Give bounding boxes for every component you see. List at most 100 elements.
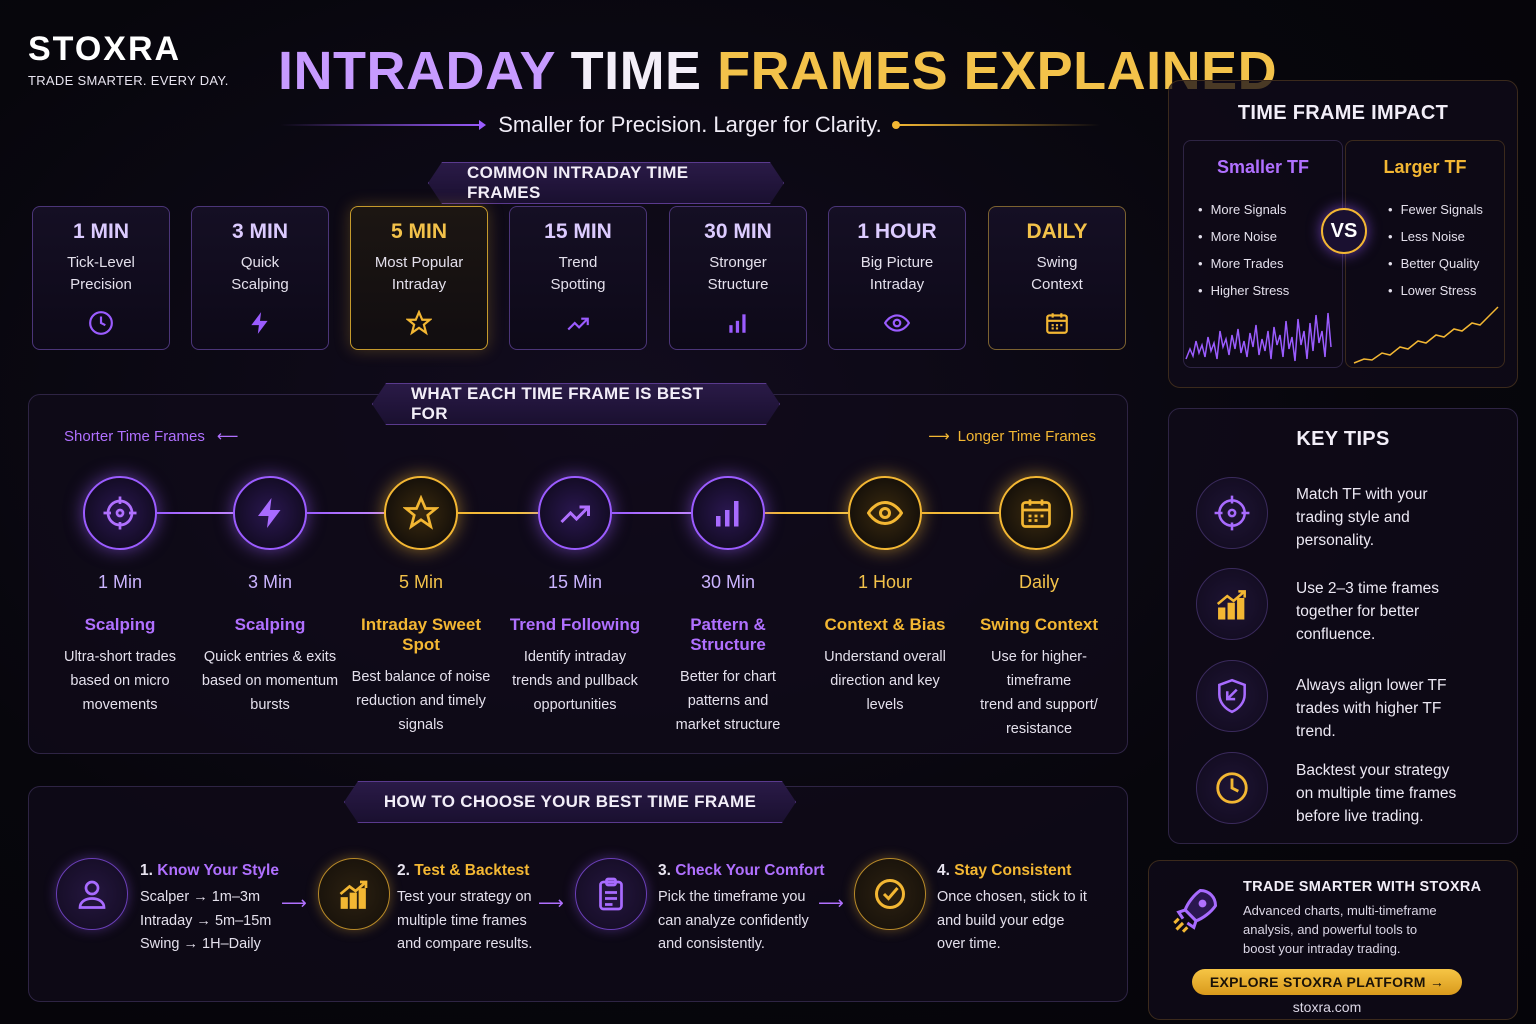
best-for-panel xyxy=(28,394,1128,754)
tf-card-label: DAILY xyxy=(1026,220,1088,243)
title-part-2: TIME xyxy=(570,41,702,101)
noisy-line-icon xyxy=(1185,312,1332,362)
star-icon xyxy=(406,310,432,336)
best-for-tf: 5 Min xyxy=(398,572,443,592)
smaller-tf-box: Smaller TF More Signals More Noise More … xyxy=(1183,140,1343,368)
shorter-label: Shorter Time Frames ⟵ xyxy=(64,428,239,445)
list-item: More Noise xyxy=(1198,223,1342,250)
clipboard-icon xyxy=(599,877,623,911)
tf-card-30min[interactable]: 30 MIN Stronger Structure xyxy=(669,206,807,350)
connector xyxy=(612,512,691,514)
tf-card-label: 15 MIN xyxy=(544,220,612,243)
tf-card-15min[interactable]: 15 MIN Trend Spotting xyxy=(509,206,647,350)
connector xyxy=(458,512,538,514)
tip-2: Use 2–3 time frames together for better co… xyxy=(1296,580,1439,643)
step-3: 3. Check Your Comfort Pick the timeframe… xyxy=(658,862,838,957)
step-2: 2. Test & Backtest Test your strategy on… xyxy=(397,862,577,957)
website-link[interactable]: stoxra.com xyxy=(1292,999,1362,1015)
subtitle: Smaller for Precision. Larger for Clarit… xyxy=(498,112,882,137)
lightning-icon xyxy=(251,312,268,334)
bar-chart-icon xyxy=(729,314,746,333)
best-for-circle-3min[interactable] xyxy=(233,476,307,550)
step-body: Pick the timeframe you can analyze confid… xyxy=(658,889,809,952)
tf-card-label: 5 MIN xyxy=(390,220,447,243)
step-1: 1. Know Your Style Scalper → 1m–3m Intrad… xyxy=(140,862,320,957)
eye-icon xyxy=(867,500,903,526)
tf-card-label: 30 MIN xyxy=(704,220,772,243)
tf-card-daily[interactable]: DAILY Swing Context xyxy=(988,206,1126,350)
impact-heading: TIME FRAME IMPACT xyxy=(1237,102,1449,124)
calendar-icon xyxy=(1021,499,1051,528)
best-for-tf: 1 Min xyxy=(97,572,142,592)
list-item: Lower Stress xyxy=(1388,277,1504,304)
best-for-circle-1hour[interactable] xyxy=(848,476,922,550)
best-for-circle-15min[interactable] xyxy=(538,476,612,550)
tf-card-desc: Tick-Level Precision xyxy=(67,254,135,293)
list-item: More Signals xyxy=(1198,196,1342,223)
promo-text: TRADE SMARTER WITH STOXRA Advanced chart… xyxy=(1243,879,1503,958)
target-icon xyxy=(103,496,137,530)
best-for-tf: Daily xyxy=(1018,572,1059,592)
promo-body: Advanced charts, multi-timeframe analysis… xyxy=(1243,903,1437,956)
step-title: 4. Stay Consistent xyxy=(937,862,1072,879)
tf-card-desc: Big Picture Intraday xyxy=(860,254,934,293)
tf-card-desc: Most Popular Intraday xyxy=(374,254,464,293)
list-item: Higher Stress xyxy=(1198,277,1342,304)
tf-card-5min[interactable]: 5 MIN Most Popular Intraday xyxy=(350,206,488,350)
tf-card-1min[interactable]: 1 MIN Tick-Level Precision xyxy=(32,206,170,350)
arrow-right-icon: ⟶ xyxy=(538,893,564,913)
tip-1: Match TF with your trading style and perso… xyxy=(1296,486,1428,549)
growth-chart-icon xyxy=(339,880,368,909)
best-for-name: Trend Following xyxy=(509,615,641,634)
tip-circle-1 xyxy=(1196,477,1268,549)
calendar-icon xyxy=(1046,313,1068,334)
larger-tf-list: Fewer Signals Less Noise Better Quality … xyxy=(1388,196,1504,304)
user-icon xyxy=(78,880,106,909)
best-for-heading: WHAT EACH TIME FRAME IS BEST FOR xyxy=(372,383,780,425)
best-for-desc: Better for chart patterns and market struc… xyxy=(675,669,781,733)
tf-card-desc: Swing Context xyxy=(1031,254,1083,293)
best-for-circle-1min[interactable] xyxy=(83,476,157,550)
arrow-right-icon: ⟶ xyxy=(281,893,307,913)
tf-card-1hour[interactable]: 1 HOUR Big Picture Intraday xyxy=(828,206,966,350)
clock-icon xyxy=(1216,772,1248,804)
tf-card-label: 1 MIN xyxy=(72,220,129,243)
step-circle-3 xyxy=(575,858,647,930)
best-for-item: Daily Swing Context Use for higher-timef… xyxy=(961,572,1117,741)
explore-platform-button[interactable]: EXPLORE STOXRA PLATFORM → xyxy=(1192,969,1462,995)
best-for-name: Scalping xyxy=(234,615,306,634)
step-title: 1. Know Your Style xyxy=(140,862,279,879)
title-part-1: INTRADAY xyxy=(278,41,556,101)
best-for-circle-5min[interactable] xyxy=(384,476,458,550)
step-circle-2 xyxy=(318,858,390,930)
step-title: 3. Check Your Comfort xyxy=(658,862,825,879)
step-body: Once chosen, stick to it and build your e… xyxy=(937,889,1087,952)
brand-tagline: TRADE SMARTER. EVERY DAY. xyxy=(28,73,229,88)
list-item: More Trades xyxy=(1198,250,1342,277)
best-for-item: 1 Min Scalping Ultra-short trades based o… xyxy=(45,572,195,717)
brand-logo: STOXRA TRADE SMARTER. EVERY DAY. xyxy=(28,30,229,88)
smooth-line-icon xyxy=(1353,306,1499,364)
best-for-desc: Ultra-short trades based on micro movement… xyxy=(63,649,176,713)
best-for-name: Intraday Sweet Spot xyxy=(361,615,481,654)
smaller-tf-list: More Signals More Noise More Trades High… xyxy=(1198,196,1342,304)
common-heading: COMMON INTRADAY TIME FRAMES xyxy=(428,162,784,204)
best-for-tf: 1 Hour xyxy=(857,572,913,592)
connector xyxy=(922,512,999,514)
tf-card-desc: Trend Spotting xyxy=(550,254,606,293)
connector xyxy=(765,512,848,514)
subtitle-row: Smaller for Precision. Larger for Clarit… xyxy=(280,112,1100,138)
larger-tf-title: Larger TF xyxy=(1383,157,1467,177)
best-for-circle-daily[interactable] xyxy=(999,476,1073,550)
best-for-tf: 3 Min xyxy=(247,572,292,592)
vs-badge: VS xyxy=(1321,208,1367,254)
best-for-name: Pattern & Structure xyxy=(690,615,766,654)
best-for-desc: Use for higher-timeframe trend and suppor… xyxy=(980,649,1098,737)
page-title: INTRADAY TIME FRAMES EXPLAINED xyxy=(278,40,1277,102)
tf-card-3min[interactable]: 3 MIN Quick Scalping xyxy=(191,206,329,350)
check-circle-icon xyxy=(875,879,905,909)
tip-circle-3 xyxy=(1196,660,1268,732)
best-for-circle-30min[interactable] xyxy=(691,476,765,550)
step-4: 4. Stay Consistent Once chosen, stick to… xyxy=(937,862,1117,957)
subtitle-line-right xyxy=(891,121,1100,129)
